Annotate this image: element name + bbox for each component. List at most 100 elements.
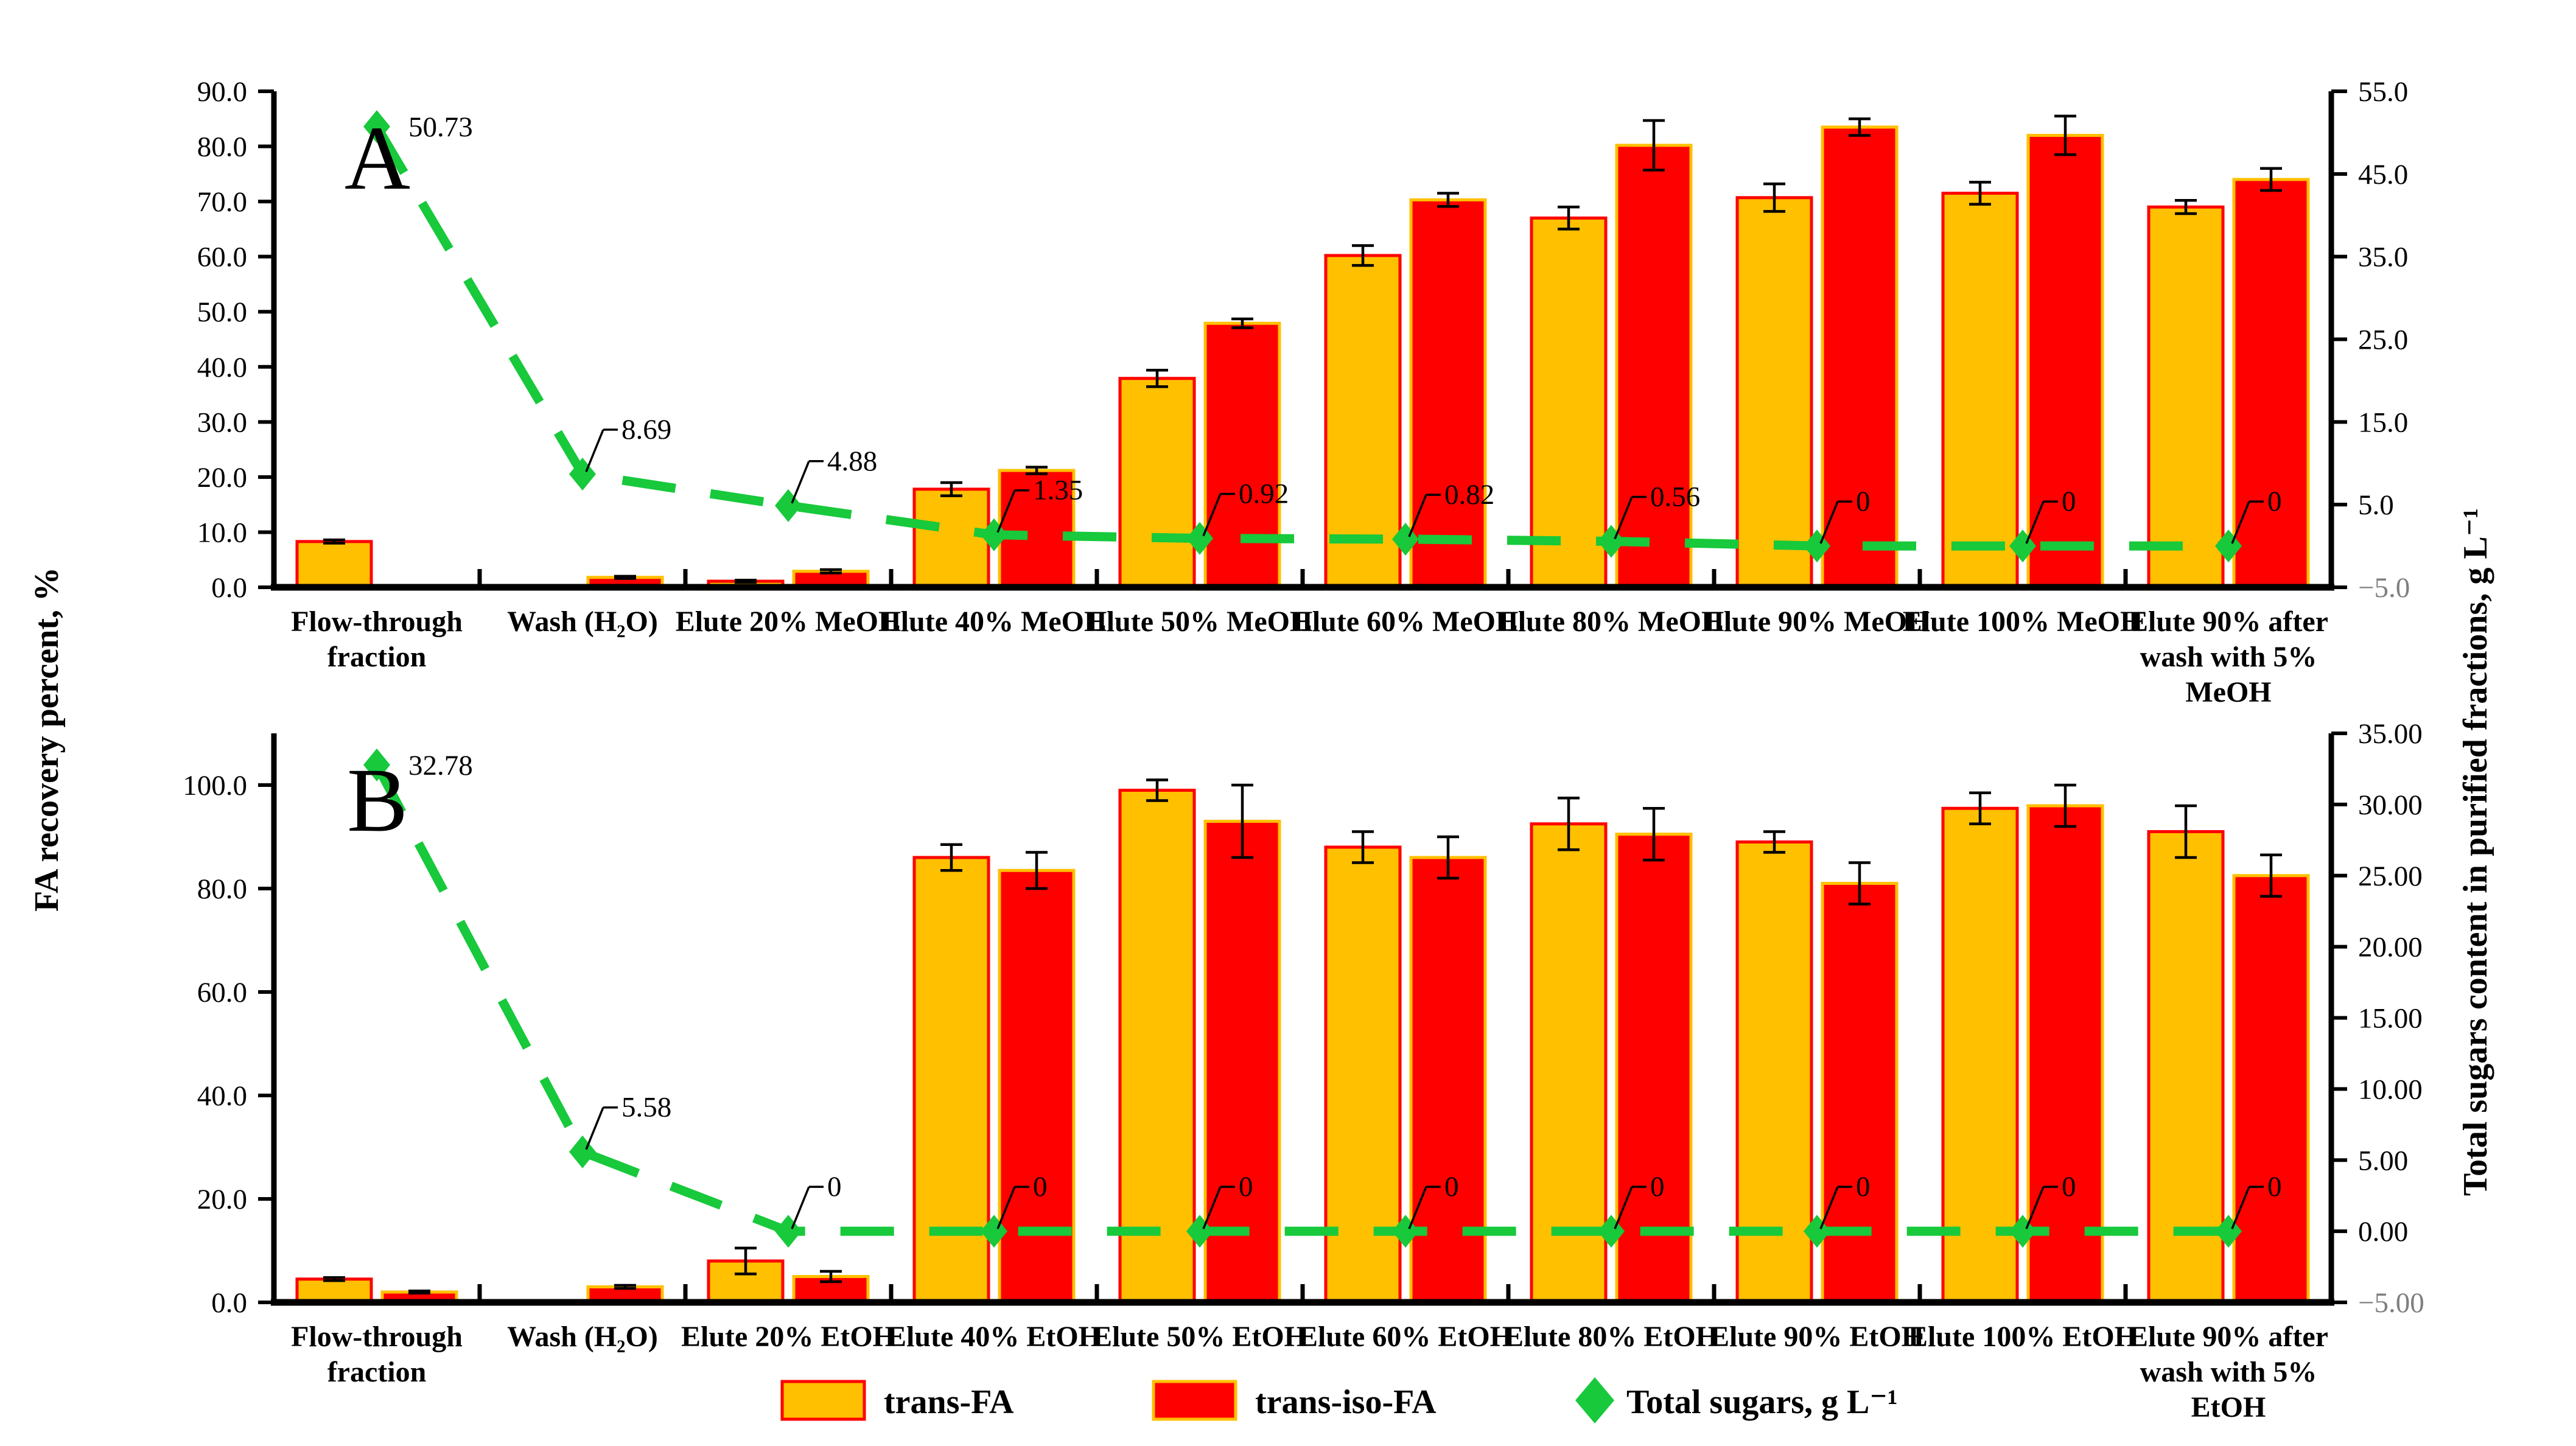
data-point-label: 0 [1444, 1171, 1459, 1203]
callout-leader-line [2025, 501, 2045, 544]
data-point-label: 0.82 [1444, 479, 1494, 511]
data-point-label: 0 [827, 1171, 842, 1203]
diamond-marker [363, 110, 390, 144]
right-tick-label: 5.00 [2358, 1145, 2408, 1176]
trans-iso-fa-bar [2232, 178, 2310, 589]
diamond-marker [775, 489, 802, 522]
trans-iso-fa-bar [1409, 198, 1487, 589]
category-label: Elute 40% EtOH [887, 1321, 1101, 1353]
right-tick-label: 35.0 [2358, 242, 2408, 273]
data-point-label: 32.78 [408, 750, 473, 781]
diamond-marker [363, 748, 390, 781]
data-point-label: 0 [2267, 1171, 2282, 1203]
trans-iso-fa-bar [2026, 804, 2104, 1304]
callout-leader-line [1408, 1186, 1427, 1229]
text-line: Flow-through [291, 1321, 463, 1353]
trans-iso-fa-bar [2232, 874, 2310, 1304]
bars-trans-fa [295, 778, 2225, 1304]
category-label: Elute 80% EtOH [1504, 1321, 1718, 1353]
right-axis-title: Total sugars content in purified fractio… [2457, 508, 2494, 1196]
right-tick-label: −5.00 [2358, 1287, 2424, 1319]
callout-leader-line [1614, 496, 1633, 540]
left-tick-label: 60.0 [197, 242, 247, 273]
left-tick-label: 30.0 [197, 407, 247, 438]
data-point-label: 0.56 [1650, 481, 1700, 512]
panel-B: 32.78 5.58 0 0 0 0 0 0 0 0 0.0 20.0 40.0 60.0 80.0 100.… [183, 718, 2424, 1423]
trans-fa-bar [1941, 192, 2019, 589]
data-point-label: 0 [1033, 1171, 1048, 1203]
data-point-label: 0 [1650, 1171, 1665, 1203]
panel-A: 50.73 8.69 4.88 1.35 0.92 0.82 0.56 0 0 0 0.0 10.0 2… [197, 76, 2410, 708]
right-tick-label: 20.00 [2358, 932, 2423, 963]
axes: 0.0 20.0 40.0 60.0 80.0 100.0 −5.00 0.00 5.00 10.… [183, 718, 2424, 1319]
legend-label-trans-fa: trans-FA [884, 1383, 1014, 1421]
callout-leader-line [791, 461, 810, 504]
trans-fa-bar [2147, 830, 2225, 1304]
left-tick-label: 20.0 [197, 462, 247, 494]
data-point-label: 0 [1239, 1171, 1253, 1203]
category-label: Elute 100% MeOH [1903, 606, 2143, 638]
total-sugars-line-series: 32.78 5.58 0 0 0 0 0 0 0 0 [363, 748, 2282, 1248]
trans-fa-bar [1941, 806, 2019, 1304]
callout-leader-line [2231, 501, 2250, 544]
trans-fa-bar [1118, 377, 1196, 589]
callout-leader-line [1614, 1186, 1633, 1229]
data-point-label: 5.58 [621, 1092, 671, 1123]
data-point-label: 0.92 [1239, 478, 1289, 510]
category-label: Elute 60% MeOH [1293, 606, 1519, 638]
right-tick-label: 35.00 [2358, 718, 2423, 750]
category-label: Wash (H₂O) [507, 1321, 658, 1353]
trans-fa-bar [1735, 840, 1813, 1304]
text-line: fraction [327, 641, 427, 673]
trans-iso-fa-bar [1821, 882, 1899, 1304]
category-label: Flow-through fraction [291, 606, 463, 673]
callout-leader-line [996, 1186, 1016, 1229]
trans-iso-fa-bar [2026, 133, 2104, 589]
text-line: EtOH [2191, 1391, 2266, 1423]
callout-leader-line [2025, 1186, 2045, 1229]
legend-diamond-icon [1575, 1377, 1614, 1423]
right-tick-label: 15.00 [2358, 1003, 2423, 1035]
category-label: Elute 90% after wash with 5% MeOH [2129, 606, 2328, 708]
left-tick-label: 0.0 [211, 1287, 247, 1319]
total-sugars-line [373, 763, 2228, 1236]
left-tick-label: 40.0 [197, 352, 247, 383]
text-line: Elute 90% after [2129, 606, 2328, 638]
panel-letter-A: A [345, 108, 410, 209]
text-line: wash with 5% [2140, 641, 2317, 673]
trans-fa-bar [912, 487, 990, 589]
callout-leader-line [1202, 493, 1222, 537]
category-label: Elute 20% EtOH [681, 1321, 895, 1353]
legend-label-trans-iso-fa: trans-iso-FA [1255, 1383, 1437, 1421]
axes: 0.0 10.0 20.0 30.0 40.0 50.0 60.0 70.0 80.0 90.0 −… [197, 76, 2410, 604]
left-tick-label: 90.0 [197, 76, 247, 108]
callout-leader-line [791, 1186, 810, 1229]
right-tick-label: 25.00 [2358, 861, 2423, 892]
trans-iso-fa-bar [1615, 144, 1693, 589]
category-label: Elute 50% MeOH [1087, 606, 1313, 638]
trans-fa-bar [1530, 216, 1608, 589]
diamond-marker [569, 1135, 596, 1168]
left-tick-label: 70.0 [197, 186, 247, 218]
left-tick-label: 40.0 [197, 1080, 247, 1112]
left-tick-label: 50.0 [197, 296, 247, 328]
category-label: Elute 60% EtOH [1298, 1321, 1513, 1353]
callout-leader-line [585, 429, 604, 472]
right-tick-label: 10.00 [2358, 1074, 2423, 1105]
data-point-label: 50.73 [408, 111, 473, 143]
text-line: Flow-through [291, 606, 463, 638]
left-tick-label: 20.0 [197, 1184, 247, 1215]
category-label: Elute 40% MeOH [881, 606, 1107, 638]
diamond-marker [775, 1215, 802, 1248]
right-tick-label: 15.0 [2358, 407, 2408, 438]
data-point-label: 0 [1856, 486, 1871, 517]
category-label: Flow-through fraction [291, 1321, 463, 1388]
data-point-label: 4.88 [827, 445, 877, 477]
trans-iso-fa-bar [1203, 321, 1281, 589]
left-axis-title: FA recovery percent, % [28, 567, 66, 912]
trans-fa-bar [1735, 196, 1813, 589]
right-tick-label: 25.0 [2358, 324, 2408, 356]
left-tick-label: 80.0 [197, 873, 247, 905]
